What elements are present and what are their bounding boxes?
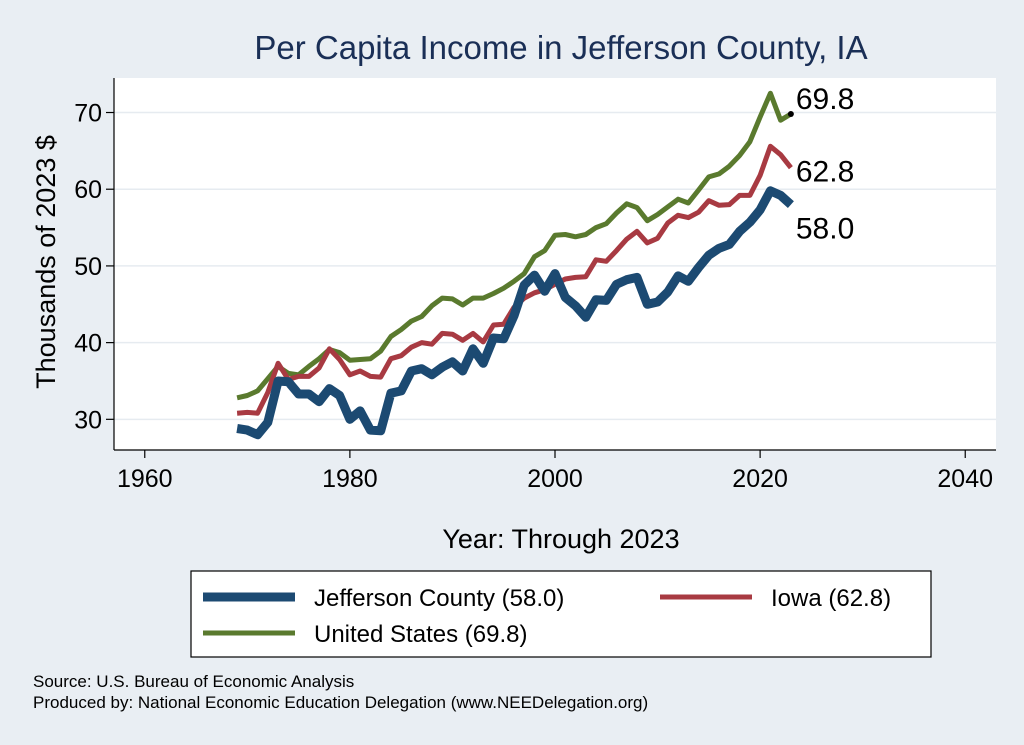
end-label-iowa: 62.8 (796, 156, 854, 189)
series-layer (236, 90, 794, 440)
legend: Jefferson County (58.0) Iowa (62.8) Unit… (190, 570, 932, 658)
legend-box (190, 570, 932, 658)
x-axis-label: Year: Through 2023 (442, 524, 679, 554)
producer-note: Produced by: National Economic Education… (33, 693, 648, 712)
y-axis-label: Thousands of 2023 $ (31, 135, 61, 389)
series-line-jefferson-county (236, 186, 794, 440)
label-layer: 69.8 62.8 58.0 (787, 83, 854, 246)
legend-label-us: United States (69.8) (314, 621, 527, 648)
x-tick-label-2040: 2040 (937, 465, 993, 493)
y-tick-label-60: 60 (74, 176, 102, 204)
end-marker-united-states (787, 111, 794, 118)
legend-label-jefferson: Jefferson County (58.0) (314, 585, 564, 612)
x-tick-label-2020: 2020 (732, 465, 788, 493)
y-tick-label-70: 70 (74, 100, 102, 128)
x-tick-label-1960: 1960 (117, 465, 173, 493)
y-tick-label-40: 40 (74, 330, 102, 358)
chart-title: Per Capita Income in Jefferson County, I… (254, 29, 867, 66)
end-label-united-states: 69.8 (796, 83, 854, 116)
y-tick-label-30: 30 (74, 406, 102, 434)
legend-label-iowa: Iowa (62.8) (771, 585, 891, 612)
x-tick-label-1980: 1980 (322, 465, 378, 493)
x-tick-label-2000: 2000 (527, 465, 583, 493)
source-note: Source: U.S. Bureau of Economic Analysis (33, 672, 354, 691)
axis-layer: 30 40 50 60 70 1960 1980 2000 2020 2040 (74, 78, 996, 493)
y-tick-label-50: 50 (74, 253, 102, 281)
grid-layer (114, 111, 996, 421)
end-label-jefferson-county: 58.0 (796, 213, 854, 246)
